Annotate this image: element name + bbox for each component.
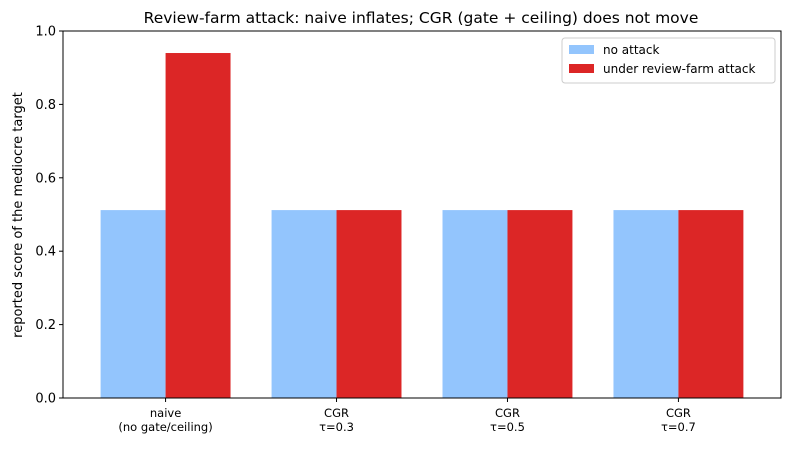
bars-group bbox=[100, 53, 744, 399]
x-tick-label-2-1: τ=0.5 bbox=[490, 420, 525, 434]
x-tick-label-2-0: CGR bbox=[495, 406, 520, 420]
y-tick-label-2: 0.4 bbox=[35, 245, 56, 260]
x-tick-label-1-0: CGR bbox=[324, 406, 349, 420]
plot-frame bbox=[62, 30, 782, 399]
y-tick-label-4: 0.8 bbox=[35, 98, 56, 113]
bar-under-review-farm-attack-2 bbox=[507, 210, 573, 398]
x-axis-ticks: naive(no gate/ceiling)CGRτ=0.3CGRτ=0.5CG… bbox=[118, 398, 696, 434]
bar-under-review-farm-attack-0 bbox=[165, 53, 231, 399]
chart-title: Review-farm attack: naive inflates; CGR … bbox=[144, 9, 699, 27]
legend-swatch-1 bbox=[569, 64, 594, 73]
x-tick-label-3-0: CGR bbox=[666, 406, 691, 420]
bar-under-review-farm-attack-3 bbox=[678, 210, 744, 398]
bar-no-attack-3 bbox=[613, 210, 679, 398]
bar-no-attack-2 bbox=[442, 210, 508, 398]
y-tick-label-3: 0.6 bbox=[35, 171, 56, 186]
legend: no attack under review-farm attack bbox=[561, 37, 776, 84]
x-tick-label-3-1: τ=0.7 bbox=[661, 420, 696, 434]
legend-box bbox=[561, 37, 776, 84]
y-tick-label-5: 1.0 bbox=[35, 25, 56, 40]
legend-swatch-0 bbox=[569, 45, 594, 54]
legend-label-1: under review-farm attack bbox=[603, 62, 755, 76]
bar-no-attack-1 bbox=[271, 210, 337, 398]
legend-label-0: no attack bbox=[603, 43, 659, 57]
x-tick-label-0-1: (no gate/ceiling) bbox=[118, 420, 212, 434]
bar-under-review-farm-attack-1 bbox=[336, 210, 402, 398]
y-axis-label: reported score of the mediocre target bbox=[11, 92, 26, 338]
x-tick-label-1-1: τ=0.3 bbox=[319, 420, 354, 434]
y-axis-ticks: 0.0 0.2 0.4 0.6 0.8 1.0 bbox=[35, 25, 63, 407]
y-tick-label-0: 0.0 bbox=[35, 392, 56, 407]
bar-no-attack-0 bbox=[100, 210, 166, 398]
x-tick-label-0-0: naive bbox=[150, 406, 181, 420]
y-tick-label-1: 0.2 bbox=[35, 318, 56, 333]
